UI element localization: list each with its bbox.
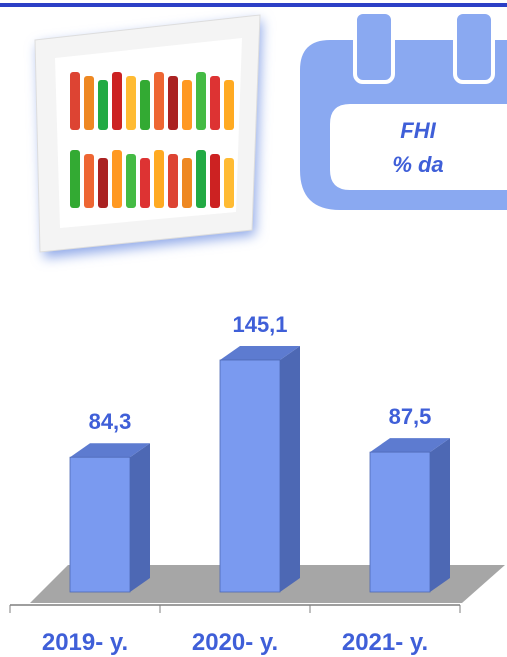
- bottle: [126, 154, 136, 208]
- bottle: [182, 158, 192, 208]
- bottle: [140, 158, 150, 208]
- value-label: 84,3: [89, 409, 132, 434]
- bottle: [126, 76, 136, 130]
- bottle: [154, 72, 164, 130]
- bottle: [168, 154, 178, 208]
- bottle: [98, 158, 108, 208]
- calendar: FHI % da: [300, 12, 507, 210]
- x-tick-label: 2020- y.: [192, 629, 278, 656]
- bottle: [70, 72, 80, 130]
- bottle: [84, 76, 94, 130]
- slide: FHI % da 84,3 2019- y. 145,1 2020- y. 87,5 20…: [0, 0, 507, 657]
- bottle: [84, 154, 94, 208]
- bar: [220, 346, 300, 592]
- bottle: [70, 150, 80, 208]
- bar-side: [280, 346, 300, 592]
- bar-front: [370, 452, 430, 592]
- bar: [370, 438, 450, 592]
- bottle: [140, 80, 150, 130]
- bottle: [98, 80, 108, 130]
- calendar-text: FHI: [400, 118, 436, 143]
- bottle: [154, 150, 164, 208]
- bar-front: [70, 457, 130, 592]
- bar-front: [220, 360, 280, 592]
- bottle: [196, 72, 206, 130]
- bottle: [210, 76, 220, 130]
- bar-side: [430, 438, 450, 592]
- bottle: [210, 154, 220, 208]
- page: {"calendar": {"line1": "FHI", "line2": "…: [0, 0, 507, 657]
- bottle: [196, 150, 206, 208]
- bar: [70, 443, 150, 592]
- bottle: [224, 80, 234, 130]
- value-label: 145,1: [232, 312, 287, 337]
- calendar-text: % da: [392, 152, 443, 177]
- product-image: [35, 15, 262, 258]
- bottle: [112, 72, 122, 130]
- x-tick-label: 2019- y.: [42, 629, 128, 656]
- value-label: 87,5: [389, 404, 432, 429]
- bottle: [224, 158, 234, 208]
- bar-side: [130, 443, 150, 592]
- bottle: [182, 80, 192, 130]
- bottle: [112, 150, 122, 208]
- x-tick-label: 2021- y.: [342, 629, 428, 656]
- bottle: [168, 76, 178, 130]
